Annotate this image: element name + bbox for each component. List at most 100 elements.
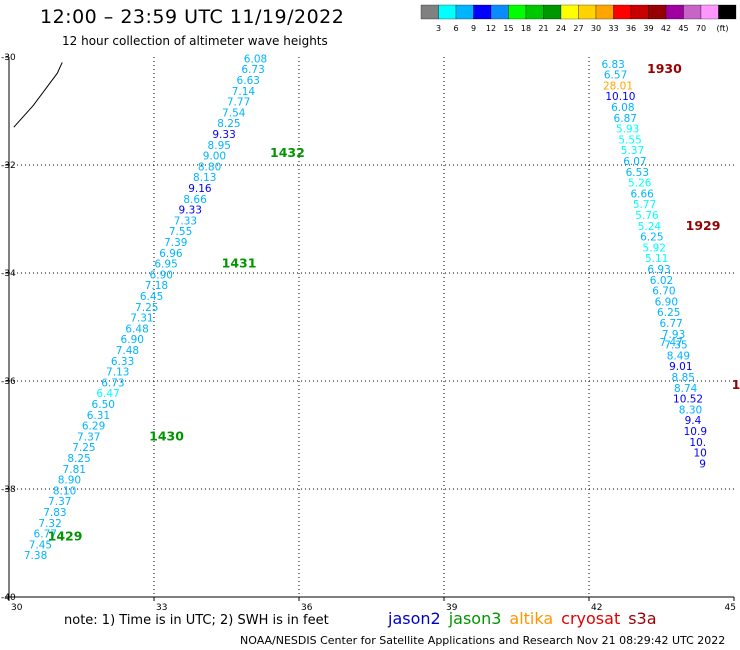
swh-value: 6.47 [96,388,119,400]
swh-value: 6.25 [657,307,680,319]
colorbar-swatch [473,4,492,20]
swh-value: 9.33 [179,205,202,217]
colorbar-swatch [508,4,527,20]
swh-value: 6.25 [640,232,663,244]
swh-value: 7.37 [77,431,100,443]
swh-value: 6.73 [101,377,124,389]
swh-value: 8.25 [217,118,240,130]
coastline [13,62,63,128]
legend-cryosat: cryosat [561,609,621,628]
pass-time-label: 1430 [149,428,184,443]
swh-value: 7.83 [43,507,66,519]
swh-value: 6.08 [611,102,634,114]
swh-value: 10 [693,448,706,460]
legend-jason3: jason3 [448,609,502,628]
colorbar-tick-label: 70 [696,24,706,33]
legend-altika: altika [509,609,554,628]
swh-value: 6.90 [121,334,144,346]
swh-value: 8.30 [679,404,702,416]
swh-value: 7.47 [659,337,682,349]
x-tick-label: 45 [725,603,736,613]
swh-value: 10.52 [673,394,703,406]
colorbar-swatch [438,4,457,20]
swh-value: 9.16 [188,183,212,195]
swh-value: 6.63 [237,75,260,87]
swh-value: 7.54 [222,107,246,119]
swh-value: 7.14 [232,86,256,98]
swh-value: 8.49 [667,350,690,362]
colorbar-tick-label: 18 [521,24,531,33]
swh-value: 6.73 [241,64,264,76]
pass-labels: 1432 1431 1430 1429 1930 1929 1 [48,61,740,543]
swh-value: 6.95 [154,259,177,271]
swh-value: 5.93 [616,124,639,136]
y-tick-label: -36 [1,377,16,387]
coastline-path [13,62,63,128]
pass-time-label: 1929 [686,218,721,233]
footer-credit: NOAA/NESDIS Center for Satellite Applica… [240,634,726,647]
swh-value: 6.29 [82,421,105,433]
pass-time-label: 1432 [270,145,305,160]
colorbar-tick-label: 33 [608,24,618,33]
y-tick-label: -32 [1,161,16,171]
colorbar-swatch [578,4,597,20]
x-tick-label: 30 [11,603,23,613]
swh-value: 5.76 [635,210,659,222]
swh-value: 5.26 [628,178,652,190]
colorbar-tick-label: 30 [591,24,601,33]
colorbar-tick-label: 12 [486,24,496,33]
swh-value: 8.95 [208,140,231,152]
swh-value: 6.83 [601,59,624,71]
swh-value: 9.00 [203,151,226,163]
swh-value: 6.66 [630,188,654,200]
swh-value: 6.77 [34,529,57,541]
colorbar-swatch [490,4,509,20]
colorbar-swatch [665,4,684,20]
y-tick-label: -30 [1,53,16,63]
swh-value: 5.77 [633,199,656,211]
swh-value: 6.50 [92,399,115,411]
swh-value: 6.31 [87,410,110,422]
swh-value: 6.45 [140,291,163,303]
pass-time-label: 1431 [222,256,257,271]
colorbar-swatch [560,4,579,20]
colorbar-tick-label: 36 [626,24,636,33]
swh-value: 6.57 [604,70,627,82]
swh-value: 28.01 [603,80,633,92]
colorbar-tick-label: 39 [643,24,653,33]
swh-value: 6.48 [125,323,148,335]
swh-value: 6.07 [623,156,646,168]
swh-value: 7.48 [116,345,139,357]
colorbar: 3 6 9 12 15 18 21 24 27 30 33 36 39 42 45 70 (ft) [420,4,737,33]
swh-value: 7.39 [164,237,187,249]
chart-subtitle: 12 hour collection of altimeter wave hei… [62,34,328,48]
x-tick-label: 39 [446,603,458,613]
swh-value: 7.35 [664,340,687,352]
swh-value: 5.55 [618,134,641,146]
colorbar-tick-label: 9 [471,24,476,33]
swh-value: 9.33 [212,129,235,141]
x-tick-label: 36 [301,603,313,613]
swh-value: 10.9 [684,426,707,438]
swh-value: 8.74 [674,383,698,395]
colorbar-swatch [683,4,702,20]
swh-value: 7.45 [29,539,52,551]
satellite-legend: jason2 jason3 altika cryosat s3a [388,609,657,628]
colorbar-swatch [525,4,544,20]
swh-value: 10.10 [605,91,635,103]
colorbar-swatch [613,4,632,20]
pass-time-label: 1429 [48,528,83,543]
swh-value: 8.10 [53,485,76,497]
swh-value: 7.18 [145,280,168,292]
y-tick-label: -38 [1,485,16,495]
colorbar-swatch [543,4,562,20]
chart-title: 12:00 – 23:59 UTC 11/19/2022 [40,6,345,28]
swh-value: 7.25 [72,442,95,454]
swh-value: 8.85 [672,372,695,384]
colorbar-swatch [718,4,737,20]
colorbar-swatch [420,4,439,20]
data-points: 6.086.736.637.147.777.548.259.338.959.00… [24,53,707,562]
swh-value: 6.77 [659,318,682,330]
axis-ticks: 30 33 36 39 42 45 -30 -32 -34 -36 -38 -40 [1,53,736,613]
swh-value: 6.96 [159,248,183,260]
